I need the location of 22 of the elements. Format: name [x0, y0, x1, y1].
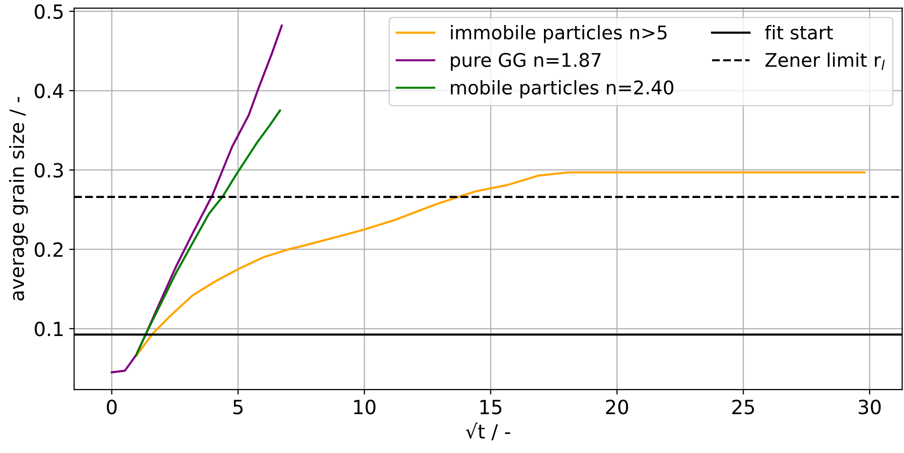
x-tick-label: 30: [858, 400, 881, 414]
y-tick-label: 0.5: [34, 4, 63, 19]
legend-label: pure GG n=1.87: [450, 52, 601, 71]
x-tick-label: 25: [732, 400, 754, 414]
y-tick-label: 0.3: [34, 162, 63, 178]
x-tick-label: 15: [480, 400, 502, 414]
y-axis-title: average grain size / -: [9, 97, 28, 300]
y-tick-label: 0.4: [34, 84, 64, 98]
legend-label: Zener limit r$_{l}$: [765, 52, 885, 70]
line-series: [135, 109, 282, 356]
x-axis-title: √t / -: [466, 422, 510, 440]
x-tick-label: 0: [106, 400, 117, 414]
legend-label: immobile particles n>5: [450, 25, 667, 44]
line-series: [110, 24, 283, 374]
y-tick-label: 0.1: [34, 322, 63, 336]
legend-label: fit start: [765, 25, 833, 40]
x-tick-label: 10: [354, 400, 376, 414]
x-tick-label: 5: [233, 400, 243, 414]
legend-label: mobile particles n=2.40: [450, 80, 674, 98]
y-tick-label: 0.2: [34, 242, 62, 257]
x-tick-label: 20: [606, 400, 628, 414]
line-series: [135, 171, 866, 357]
